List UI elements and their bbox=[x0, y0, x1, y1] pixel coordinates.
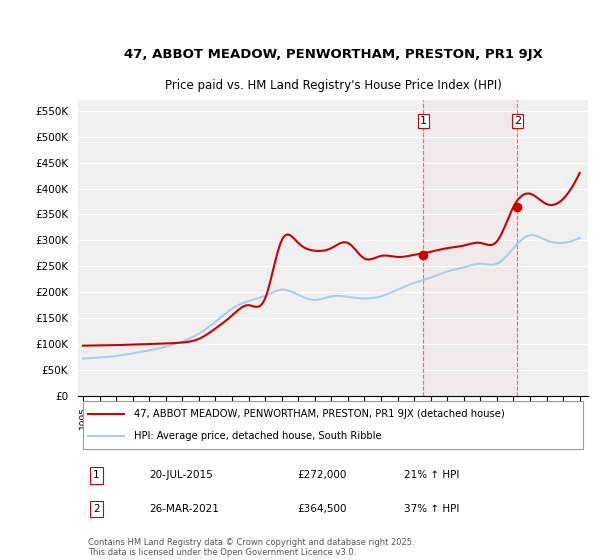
Text: 2: 2 bbox=[514, 116, 521, 126]
Text: £272,000: £272,000 bbox=[297, 470, 347, 480]
Text: Price paid vs. HM Land Registry's House Price Index (HPI): Price paid vs. HM Land Registry's House … bbox=[164, 79, 502, 92]
Text: Contains HM Land Registry data © Crown copyright and database right 2025.
This d: Contains HM Land Registry data © Crown c… bbox=[88, 538, 415, 558]
Text: 37% ↑ HPI: 37% ↑ HPI bbox=[404, 504, 460, 514]
Text: 1: 1 bbox=[420, 116, 427, 126]
Text: 47, ABBOT MEADOW, PENWORTHAM, PRESTON, PR1 9JX (detached house): 47, ABBOT MEADOW, PENWORTHAM, PRESTON, P… bbox=[134, 409, 505, 419]
Text: 47, ABBOT MEADOW, PENWORTHAM, PRESTON, PR1 9JX: 47, ABBOT MEADOW, PENWORTHAM, PRESTON, P… bbox=[124, 48, 542, 62]
Text: £364,500: £364,500 bbox=[297, 504, 347, 514]
Text: 21% ↑ HPI: 21% ↑ HPI bbox=[404, 470, 460, 480]
Text: 20-JUL-2015: 20-JUL-2015 bbox=[149, 470, 213, 480]
FancyBboxPatch shape bbox=[83, 400, 583, 450]
Text: HPI: Average price, detached house, South Ribble: HPI: Average price, detached house, Sout… bbox=[134, 431, 382, 441]
Text: 1: 1 bbox=[94, 470, 100, 480]
Text: 2: 2 bbox=[94, 504, 100, 514]
Bar bbox=[423, 100, 517, 396]
Text: 26-MAR-2021: 26-MAR-2021 bbox=[149, 504, 219, 514]
